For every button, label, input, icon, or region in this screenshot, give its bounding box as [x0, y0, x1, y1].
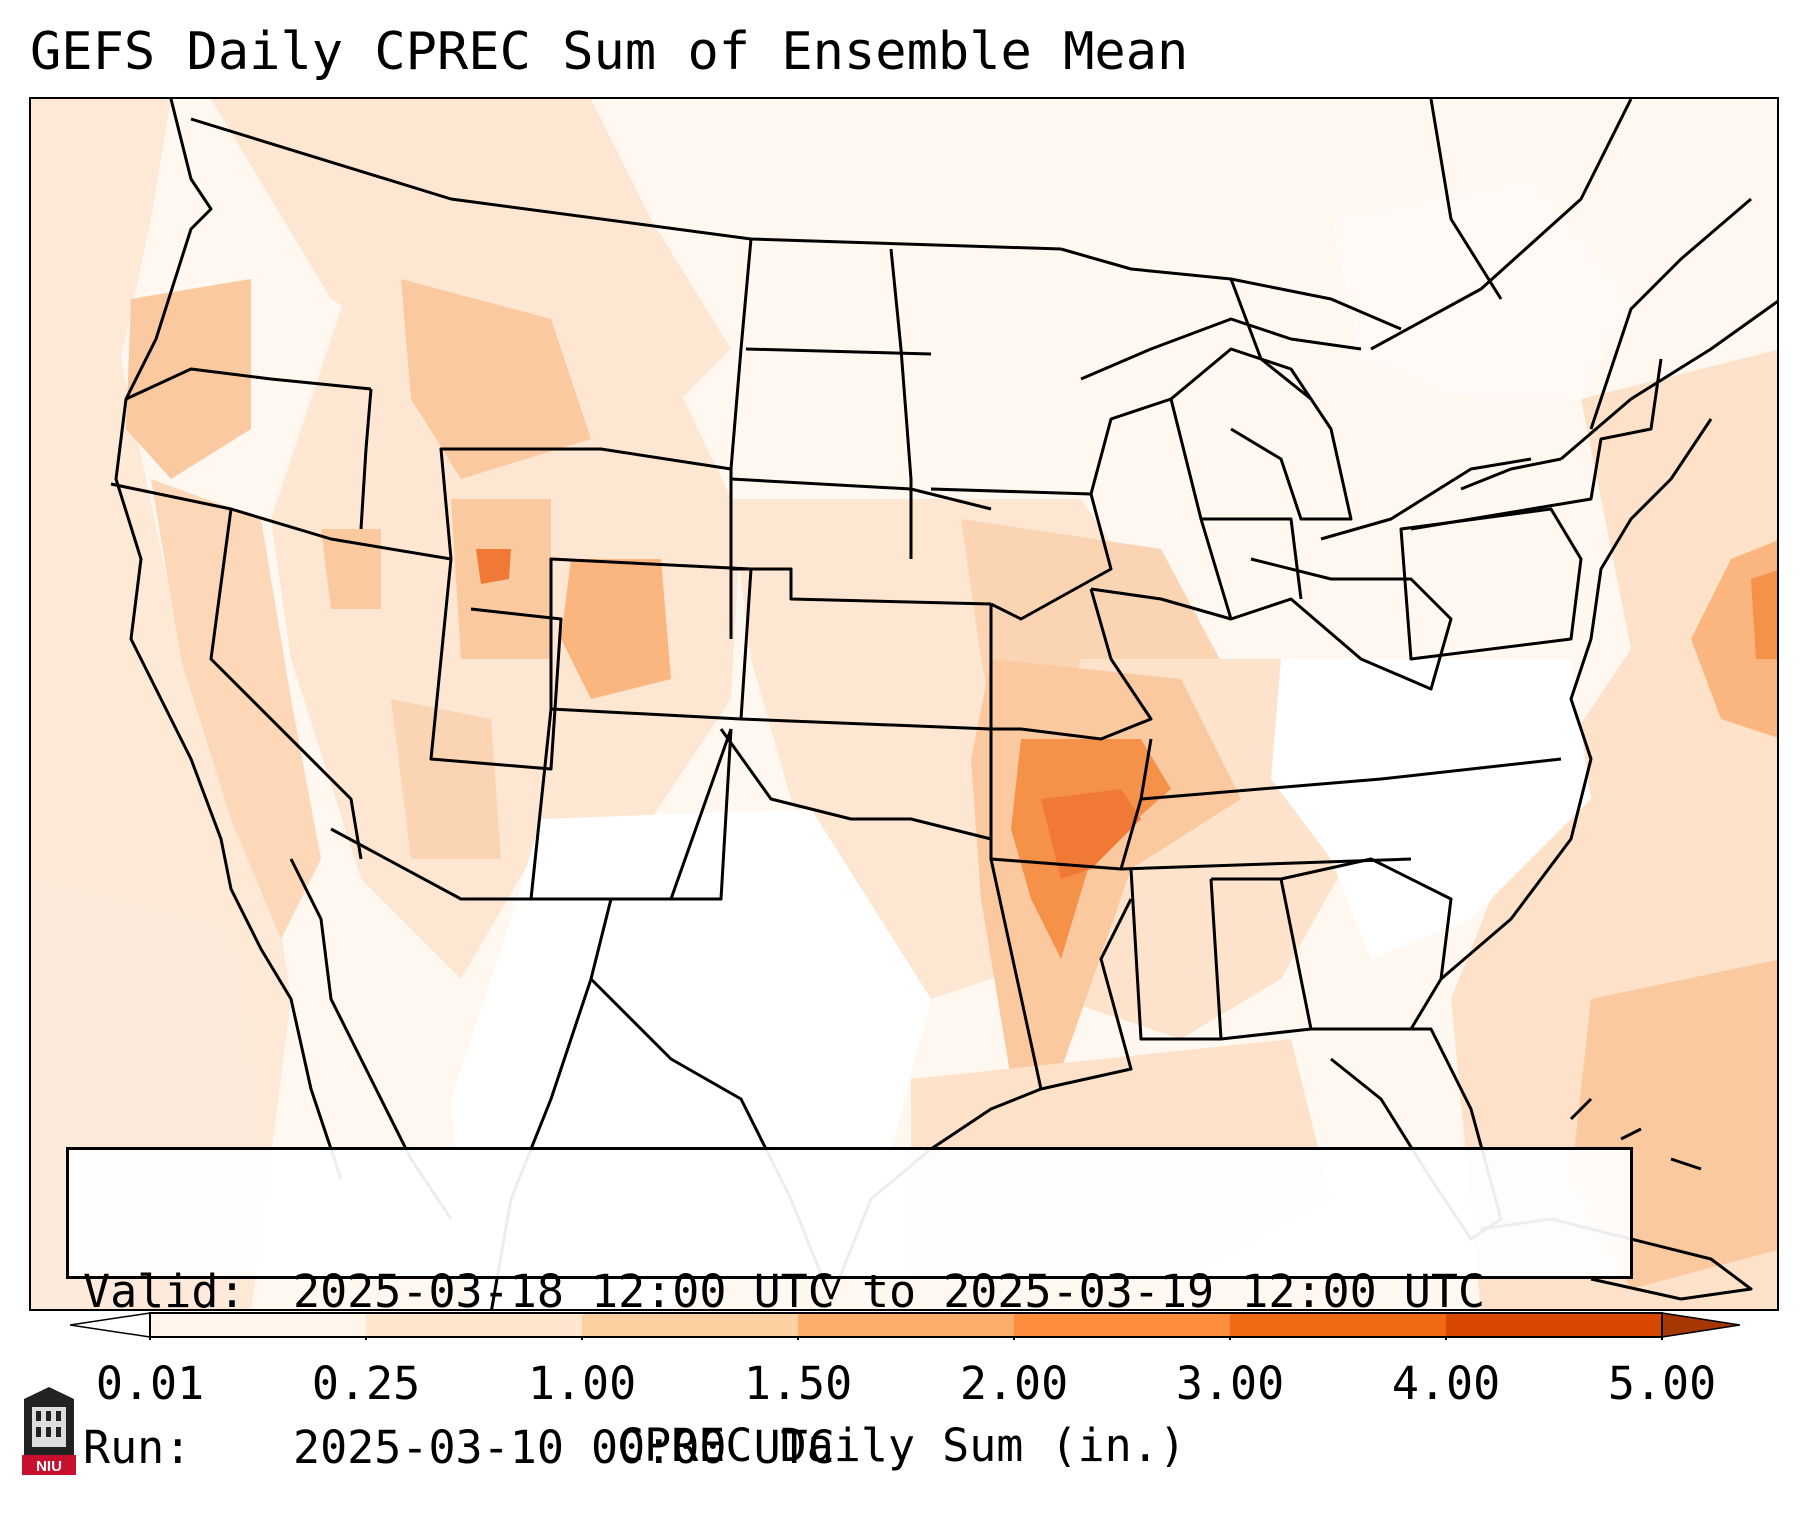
- west-coastline: [114, 99, 343, 1180]
- new-mexico: [529, 708, 733, 901]
- map-title: GEFS Daily CPREC Sum of Ensemble Mean: [30, 22, 1189, 82]
- oregon-medium: [126, 279, 251, 479]
- colorado-medium: [561, 559, 671, 699]
- colorbar-tick-label: 0.01: [95, 1357, 205, 1410]
- boundaries: [110, 99, 1777, 1309]
- colorbar-bin-6: [1230, 1313, 1446, 1337]
- hudson-line: [1429, 99, 1503, 300]
- colorbar-bin-1: [150, 1313, 366, 1337]
- colorbar-over-triangle: [1661, 1312, 1740, 1338]
- mn-boundary: [889, 248, 913, 559]
- run-label: Run:: [83, 1421, 192, 1474]
- colorbar-bin-2: [366, 1313, 582, 1337]
- colorbar-label: CPREC Daily Sum (in.): [617, 1419, 1186, 1472]
- quebec-border: [1370, 99, 1633, 351]
- new-york: [1410, 358, 1663, 531]
- tn-ky: [1140, 757, 1562, 801]
- california-light: [151, 479, 321, 939]
- washington-south: [125, 367, 372, 401]
- nevada-medium: [321, 529, 381, 609]
- great-lakes-superior: [1080, 317, 1362, 381]
- valid-label: Valid:: [83, 1265, 246, 1318]
- valid-line: Valid: 2025-03-18 12:00 UTC to 2025-03-19…: [83, 1266, 1616, 1318]
- colorbar-tick-label: 2.00: [959, 1357, 1069, 1410]
- new-england: [1589, 197, 1752, 430]
- colorbar-outline: [149, 1312, 1663, 1338]
- colorbar-ticks: [149, 1337, 1663, 1340]
- saint-lawrence: [1560, 300, 1777, 461]
- idaho-west: [359, 388, 373, 530]
- texas-ok: [719, 728, 992, 841]
- precip-map[interactable]: [29, 97, 1779, 1311]
- great-lakes-michigan: [1170, 347, 1353, 521]
- colorbar-tick-label: 0.25: [311, 1357, 421, 1410]
- dakota-line: [729, 238, 753, 470]
- colorbar-tick-label: 5.00: [1607, 1357, 1717, 1410]
- utah-border: [429, 558, 563, 771]
- pennsylvania: [1399, 507, 1583, 661]
- arizona-medium: [391, 699, 501, 859]
- map-canvas: [31, 99, 1777, 1309]
- lake-ontario: [1460, 457, 1562, 491]
- indiana-ohio: [1201, 517, 1303, 600]
- colorbar-bin-3: [582, 1313, 798, 1337]
- arkansas-core: [1041, 789, 1141, 879]
- atlantic-dark: [1751, 570, 1777, 659]
- precip-shading: [31, 99, 1777, 1309]
- validity-info-box: Valid: 2025-03-18 12:00 UTC to 2025-03-19…: [66, 1147, 1633, 1474]
- ne-ks: [731, 567, 992, 606]
- alabama-ga: [1211, 877, 1313, 1041]
- run-line: Run: 2025-03-10 00:00 UTC: [83, 1422, 1616, 1474]
- bahamas: [1569, 1097, 1702, 1171]
- colorbar: [70, 1312, 1740, 1340]
- oregon-south: [110, 482, 452, 561]
- idaho-medium: [401, 279, 591, 479]
- arizona-south: [330, 827, 531, 901]
- canada-us-border: [190, 117, 1062, 251]
- north-ontario: [1229, 278, 1312, 401]
- colorbar-under-triangle: [70, 1312, 151, 1338]
- colorbar-bin-7: [1446, 1313, 1662, 1337]
- logo-text: NIU: [36, 1458, 62, 1475]
- colorbar-tick-label: 3.00: [1175, 1357, 1285, 1410]
- colorbar-bin-5: [1014, 1313, 1230, 1337]
- colorbar-tick-label: 1.50: [743, 1357, 853, 1410]
- colorbar-tick-label: 1.00: [527, 1357, 637, 1410]
- sd-ne: [730, 477, 992, 511]
- ohio-valley: [1090, 557, 1453, 691]
- run-value: 2025-03-10 00:00 UTC: [293, 1421, 835, 1474]
- montana-wyoming: [439, 447, 733, 639]
- ks-ok: [740, 717, 992, 731]
- east-coast: [1440, 418, 1713, 981]
- southeast-white: [1271, 659, 1591, 959]
- iowa-mo: [930, 487, 1113, 621]
- utah-dark: [476, 549, 511, 584]
- niu-logo-icon: NIU: [22, 1387, 76, 1475]
- colorado-box: [549, 557, 753, 721]
- nd-sd: [745, 347, 932, 356]
- nevada-border: [209, 508, 363, 860]
- mississippi-al: [1129, 868, 1223, 1041]
- valid-value: 2025-03-18 12:00 UTC to 2025-03-19 12:00…: [293, 1265, 1486, 1318]
- colorbar-tick-label: 4.00: [1391, 1357, 1501, 1410]
- louisiana: [989, 858, 1133, 1091]
- colorbar-bin-4: [798, 1313, 1014, 1337]
- lake-erie: [1320, 457, 1532, 541]
